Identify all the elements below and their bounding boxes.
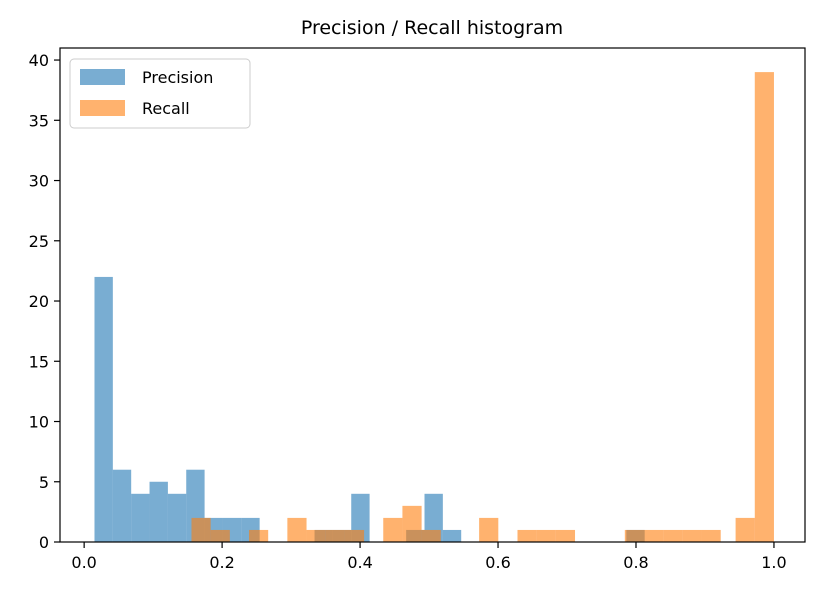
y-axis-ticks: 0 5 10 15 20 25 30 35 40 — [29, 51, 60, 552]
recall-bar — [191, 517, 211, 542]
y-tick-label: 30 — [29, 172, 49, 191]
legend-swatch-precision — [80, 69, 125, 85]
recall-bar — [517, 529, 537, 542]
recall-bar — [735, 517, 755, 542]
recall-bar — [383, 517, 403, 542]
recall-bar — [754, 72, 774, 542]
x-tick-label: 0.2 — [209, 553, 234, 572]
recall-bar — [325, 529, 345, 542]
recall-bar — [210, 529, 230, 542]
x-tick-label: 1.0 — [761, 553, 786, 572]
precision-bar — [167, 493, 187, 542]
precision-bar — [442, 529, 462, 542]
recall-bar — [644, 529, 664, 542]
legend-label-precision: Precision — [142, 68, 213, 87]
recall-bar — [344, 529, 365, 542]
precision-bar — [112, 469, 132, 542]
x-axis-ticks: 0.0 0.2 0.4 0.6 0.8 1.0 — [71, 542, 787, 572]
y-tick-label: 10 — [29, 413, 49, 432]
recall-bar — [682, 529, 702, 542]
recall-bar — [249, 529, 269, 542]
y-tick-label: 5 — [39, 473, 49, 492]
y-tick-label: 25 — [29, 232, 49, 251]
legend-label-recall: Recall — [142, 99, 190, 118]
recall-bar — [701, 529, 721, 542]
recall-bar — [555, 529, 576, 542]
plot-frame — [59, 47, 806, 543]
x-tick-label: 0.0 — [71, 553, 96, 572]
precision-bar — [149, 481, 168, 542]
x-tick-label: 0.8 — [623, 553, 648, 572]
y-tick-label: 15 — [29, 352, 49, 371]
recall-bar — [421, 529, 441, 542]
precision-bar — [131, 493, 150, 542]
recall-bar — [287, 517, 307, 542]
recall-bar — [402, 505, 422, 542]
legend-swatch-recall — [80, 100, 125, 116]
chart-title: Precision / Recall histogram — [301, 17, 563, 39]
bars-layer — [94, 72, 774, 542]
recall-bar — [479, 517, 499, 542]
legend: Precision Recall — [69, 58, 251, 129]
y-tick-label: 20 — [29, 292, 49, 311]
y-tick-label: 0 — [39, 533, 49, 552]
recall-bar — [663, 529, 683, 542]
recall-bar — [306, 529, 326, 542]
y-tick-label: 35 — [29, 111, 49, 130]
y-tick-label: 40 — [29, 51, 49, 70]
precision-bar — [94, 276, 113, 542]
x-tick-label: 0.4 — [347, 553, 372, 572]
x-tick-label: 0.6 — [485, 553, 510, 572]
recall-bar — [536, 529, 556, 542]
recall-bar — [624, 529, 644, 542]
